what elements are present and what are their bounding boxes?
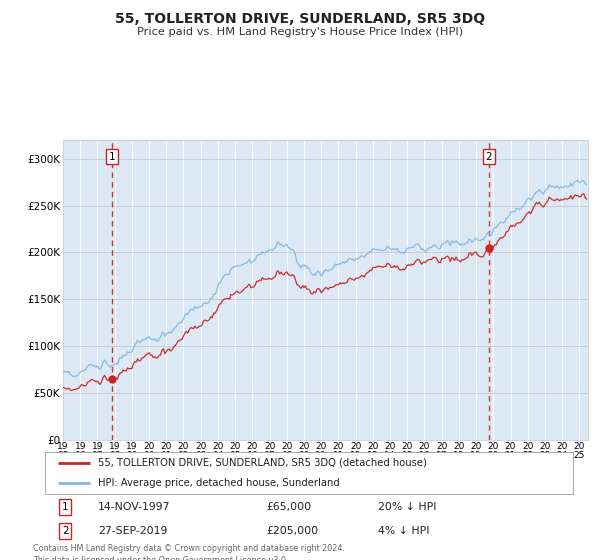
Text: £205,000: £205,000 xyxy=(267,526,319,536)
Text: 14-NOV-1997: 14-NOV-1997 xyxy=(98,502,170,512)
Text: 1: 1 xyxy=(62,502,68,512)
Text: 55, TOLLERTON DRIVE, SUNDERLAND, SR5 3DQ: 55, TOLLERTON DRIVE, SUNDERLAND, SR5 3DQ xyxy=(115,12,485,26)
Text: 55, TOLLERTON DRIVE, SUNDERLAND, SR5 3DQ (detached house): 55, TOLLERTON DRIVE, SUNDERLAND, SR5 3DQ… xyxy=(98,458,427,468)
Text: 4% ↓ HPI: 4% ↓ HPI xyxy=(377,526,429,536)
Text: Contains HM Land Registry data © Crown copyright and database right 2024.: Contains HM Land Registry data © Crown c… xyxy=(33,544,345,553)
Text: £65,000: £65,000 xyxy=(267,502,312,512)
Text: Price paid vs. HM Land Registry's House Price Index (HPI): Price paid vs. HM Land Registry's House … xyxy=(137,27,463,37)
Text: 1: 1 xyxy=(109,152,116,162)
Text: This data is licensed under the Open Government Licence v3.0.: This data is licensed under the Open Gov… xyxy=(33,556,289,560)
Text: 2: 2 xyxy=(62,526,68,536)
Text: HPI: Average price, detached house, Sunderland: HPI: Average price, detached house, Sund… xyxy=(98,478,340,488)
Text: 27-SEP-2019: 27-SEP-2019 xyxy=(98,526,167,536)
Text: 20% ↓ HPI: 20% ↓ HPI xyxy=(377,502,436,512)
Text: 2: 2 xyxy=(485,152,492,162)
